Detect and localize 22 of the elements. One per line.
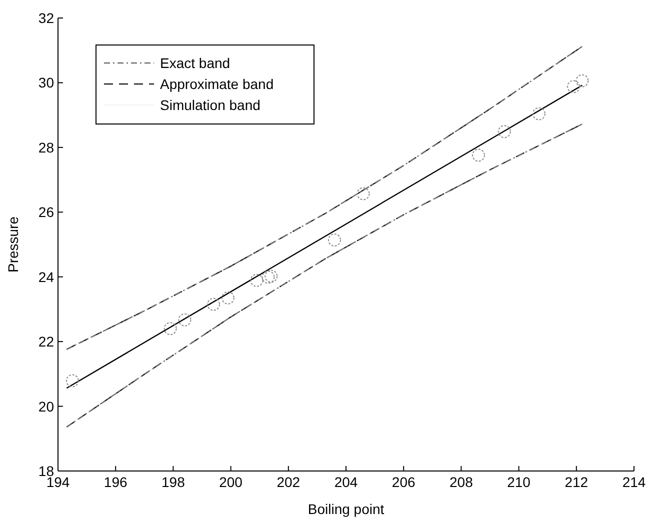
y-tick-label: 32: [38, 10, 54, 26]
legend-label: Exact band: [160, 55, 230, 71]
x-tick-label: 198: [162, 474, 186, 490]
y-tick-label: 22: [38, 334, 54, 350]
legend-label: Approximate band: [160, 76, 274, 92]
y-tick-label: 26: [38, 204, 54, 220]
x-tick-label: 202: [276, 474, 300, 490]
y-tick-label: 28: [38, 139, 54, 156]
x-tick-label: 210: [507, 474, 531, 490]
x-tick-label: 206: [392, 474, 416, 490]
x-tick-label: 196: [104, 474, 128, 490]
legend-label: Simulation band: [160, 97, 260, 113]
y-tick-label: 20: [38, 398, 54, 414]
x-tick-label: 200: [219, 474, 243, 490]
x-tick-label: 214: [622, 474, 646, 490]
x-axis-title: Boiling point: [308, 501, 384, 517]
y-tick-label: 24: [38, 268, 54, 285]
x-tick-label: 204: [334, 474, 358, 490]
y-axis-title: Pressure: [5, 216, 21, 273]
x-tick-label: 212: [564, 474, 588, 490]
y-tick-label: 30: [38, 74, 54, 91]
x-tick-label: 208: [450, 474, 474, 490]
